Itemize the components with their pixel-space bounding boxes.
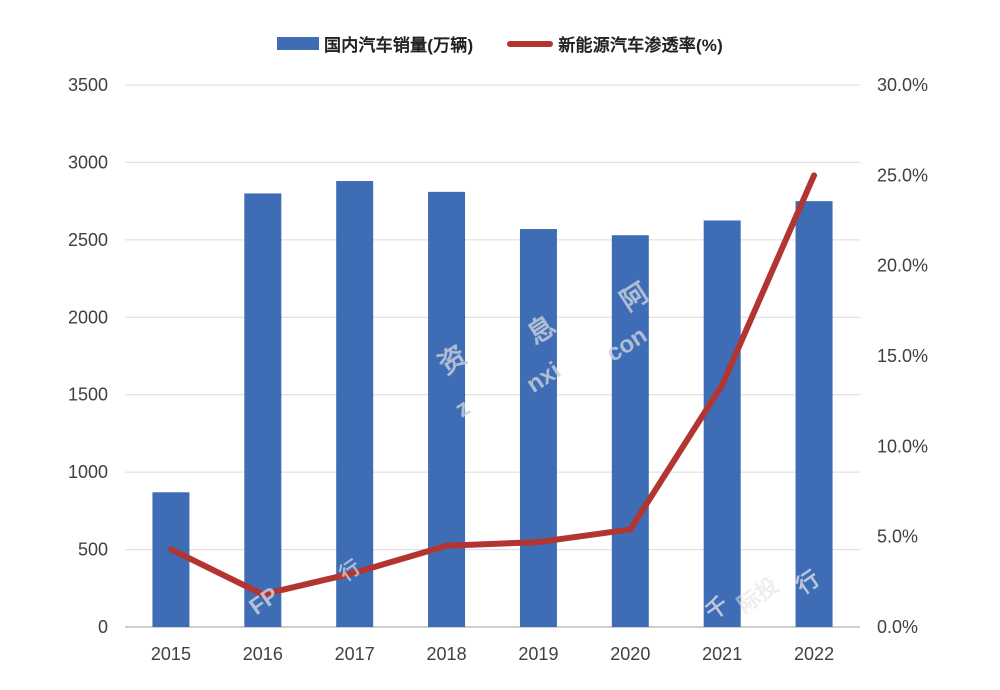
right-axis-tick-label: 15.0% [877, 346, 928, 366]
bar-2018 [428, 191, 466, 627]
right-axis-tick-label: 20.0% [877, 256, 928, 276]
left-axis-tick-label: 3000 [68, 152, 108, 172]
nev-penetration-line [167, 172, 818, 598]
x-axis-category-label: 2022 [794, 644, 834, 664]
right-axis-tick-label: 30.0% [877, 75, 928, 95]
line-series-swatch-icon [507, 40, 554, 47]
x-axis-category-label: 2020 [610, 644, 650, 664]
bar-series-swatch-icon [277, 37, 320, 50]
bar-2019 [519, 229, 557, 627]
left-axis-tick-label: 3500 [68, 75, 108, 95]
bar-2021 [703, 220, 741, 627]
x-axis-category-label: 2016 [243, 644, 283, 664]
chart-legend: 国内汽车销量(万辆) 新能源汽车渗透率(%) [0, 31, 1000, 56]
legend-item-nev-penetration: 新能源汽车渗透率(%) [507, 31, 723, 56]
bar-2017 [336, 181, 374, 628]
right-axis-tick-label: 25.0% [877, 165, 928, 185]
x-axis-category-label: 2018 [427, 644, 467, 664]
x-axis-category-label: 2015 [151, 644, 191, 664]
bar-2015 [152, 492, 190, 627]
left-axis-tick-label: 2500 [68, 230, 108, 250]
x-axis-category-label: 2019 [518, 644, 558, 664]
legend-label-domestic-auto-sales: 国内汽车销量(万辆) [324, 36, 474, 55]
right-axis-tick-label: 5.0% [877, 527, 918, 547]
legend-item-domestic-auto-sales: 国内汽车销量(万辆) [277, 31, 473, 56]
right-axis-tick-label: 10.0% [877, 436, 928, 456]
bar-2022 [795, 201, 833, 627]
bar-2020 [611, 235, 649, 627]
bar-2016 [244, 193, 282, 627]
left-axis-tick-label: 0 [98, 617, 108, 637]
legend-label-nev-penetration: 新能源汽车渗透率(%) [558, 36, 723, 55]
left-axis-tick-label: 2000 [68, 307, 108, 327]
left-axis-tick-label: 500 [78, 540, 108, 560]
left-axis-tick-label: 1000 [68, 462, 108, 482]
right-axis-tick-label: 0.0% [877, 617, 918, 637]
x-axis-category-label: 2021 [702, 644, 742, 664]
left-axis-tick-label: 1500 [68, 385, 108, 405]
x-axis-category-label: 2017 [335, 644, 375, 664]
